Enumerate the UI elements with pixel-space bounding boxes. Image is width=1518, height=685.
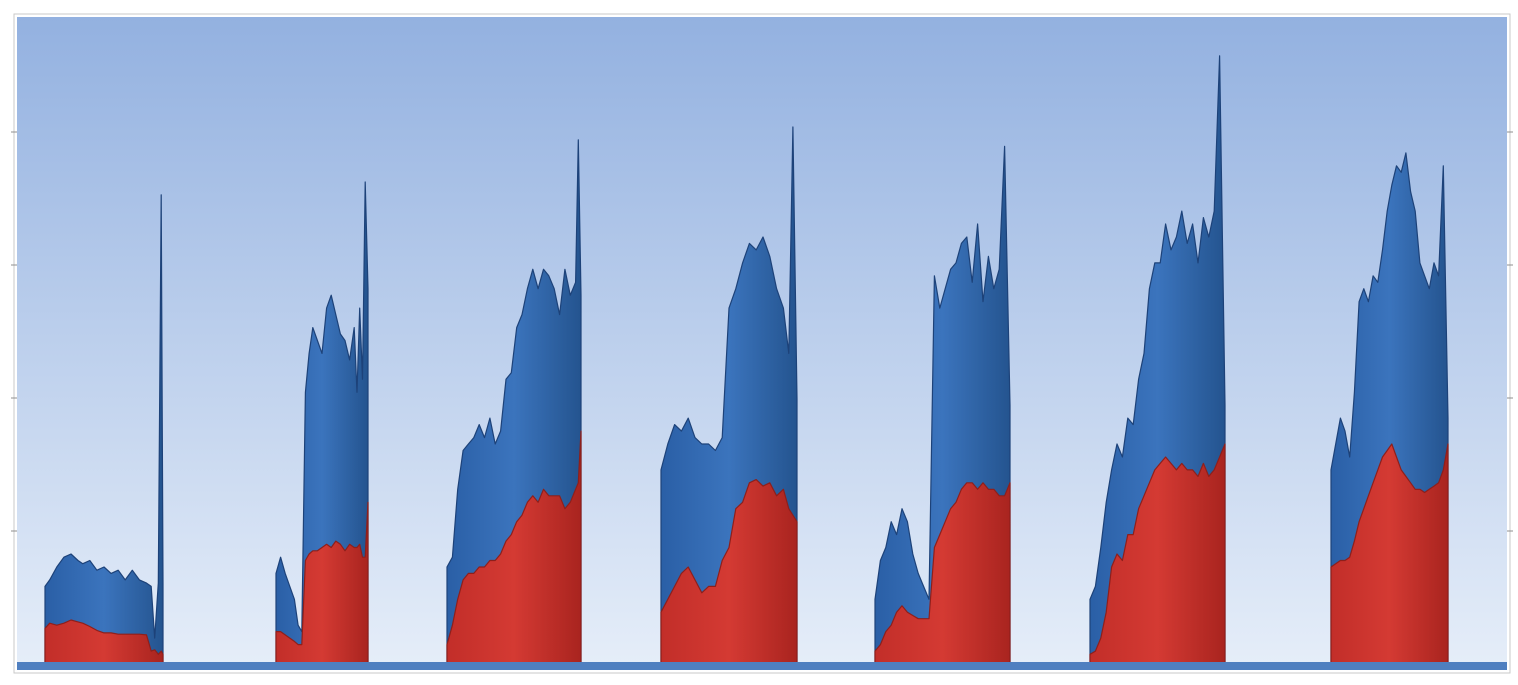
- red-area-series: [874, 482, 1011, 665]
- x-axis-baseline: [17, 662, 1507, 670]
- blue-area-series: [44, 194, 164, 665]
- area-group-4: [660, 126, 798, 665]
- area-group-1: [44, 194, 164, 665]
- red-area-series: [1089, 443, 1226, 665]
- area-group-2: [275, 181, 369, 665]
- area-group-6: [1089, 55, 1226, 665]
- red-area-series: [1330, 443, 1449, 665]
- blue-area-series: [275, 181, 369, 665]
- area-groups: [44, 55, 1449, 665]
- area-group-7: [1330, 152, 1449, 665]
- red-area-series: [44, 619, 164, 665]
- area-group-5: [874, 145, 1011, 665]
- red-area-series: [446, 430, 582, 665]
- left-tick-marks: [11, 131, 17, 532]
- red-area-series: [275, 501, 369, 665]
- red-area-series: [660, 479, 798, 665]
- area-group-3: [446, 139, 582, 665]
- right-tick-marks: [1507, 131, 1513, 532]
